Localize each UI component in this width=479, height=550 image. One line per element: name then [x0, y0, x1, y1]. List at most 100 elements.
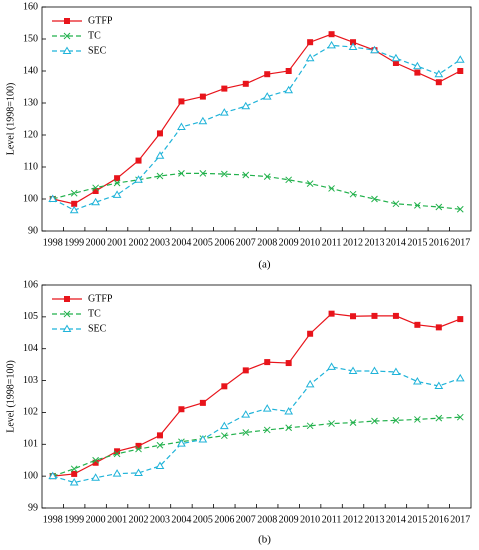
y-tick-label: 99	[28, 502, 38, 513]
data-point	[305, 53, 315, 62]
data-point	[327, 362, 336, 370]
data-point	[284, 85, 294, 94]
data-point	[135, 445, 142, 453]
data-point	[221, 85, 228, 92]
data-point	[134, 468, 143, 476]
data-point	[348, 42, 358, 50]
x-tick-label: 2012	[343, 237, 363, 248]
data-point	[264, 71, 271, 78]
data-point	[155, 151, 165, 159]
data-point	[221, 383, 228, 390]
data-point	[135, 442, 142, 449]
data-point	[242, 367, 249, 374]
series-line	[52, 44, 461, 211]
data-point	[92, 456, 99, 464]
data-point	[178, 98, 185, 105]
data-point	[220, 170, 228, 178]
data-point	[48, 471, 58, 480]
data-point	[69, 205, 79, 214]
x-tick-label: 2006	[214, 514, 234, 525]
data-point	[435, 79, 442, 86]
x-tick-label: 2004	[171, 514, 191, 525]
x-tick-label: 2013	[364, 237, 384, 248]
x-tick-label: 2004	[171, 237, 191, 248]
x-tick-label: 1998	[43, 237, 63, 248]
data-point	[348, 366, 358, 375]
data-point	[305, 379, 315, 388]
x-tick-label: 2010	[300, 514, 320, 525]
data-point	[414, 416, 421, 423]
data-point	[435, 203, 443, 211]
x-tick-label: 2017	[450, 237, 470, 248]
y-tick-label: 104	[23, 343, 38, 354]
data-point	[91, 473, 100, 481]
legend-marker	[63, 310, 71, 318]
data-point	[241, 410, 251, 418]
y-tick-label: 130	[23, 97, 38, 108]
data-point	[70, 189, 78, 197]
data-point	[113, 450, 121, 458]
data-point	[263, 173, 271, 180]
legend-marker	[64, 18, 70, 24]
y-tick-label: 110	[23, 161, 38, 172]
data-point	[306, 180, 314, 187]
y-tick-label: 100	[23, 470, 38, 481]
data-point	[371, 417, 378, 425]
data-point	[219, 108, 229, 116]
data-point	[414, 321, 421, 328]
series-line	[52, 313, 461, 477]
data-point	[241, 101, 251, 110]
y-axis-label: Level (1998=100)	[5, 360, 16, 433]
y-tick-label: 103	[23, 375, 38, 386]
x-tick-label: 2009	[279, 237, 299, 248]
y-tick-label: 101	[23, 439, 38, 450]
data-point	[199, 170, 207, 177]
legend-marker	[64, 296, 70, 302]
y-tick-label: 106	[23, 279, 38, 290]
data-point	[413, 61, 422, 70]
data-point	[199, 93, 206, 100]
y-tick-label: 105	[23, 311, 38, 322]
data-point	[262, 92, 272, 100]
x-tick-label: 2013	[364, 514, 384, 525]
data-point	[457, 68, 464, 74]
x-tick-label: 1999	[64, 514, 84, 525]
data-point	[456, 205, 464, 213]
legend-label: SEC	[88, 45, 107, 56]
data-point	[71, 470, 78, 477]
data-point	[392, 312, 399, 319]
data-point	[48, 194, 58, 202]
data-point	[91, 197, 100, 206]
x-tick-label: 2005	[193, 514, 213, 525]
data-point	[434, 381, 444, 389]
x-tick-label: 2003	[150, 514, 170, 525]
y-tick-label: 120	[23, 129, 38, 140]
x-tick-label: 2008	[257, 514, 277, 525]
data-point	[328, 310, 335, 317]
data-point	[70, 465, 78, 473]
data-point	[328, 31, 335, 38]
data-point	[178, 170, 185, 177]
data-point	[457, 316, 464, 323]
data-point	[112, 469, 122, 477]
series-line	[52, 172, 461, 210]
legend-label: SEC	[88, 323, 107, 334]
x-tick-label: 2001	[107, 237, 127, 248]
x-tick-label: 2015	[407, 514, 427, 525]
data-point	[392, 417, 400, 424]
x-tick-label: 2016	[429, 237, 449, 248]
data-point	[155, 461, 165, 469]
data-point	[198, 435, 208, 443]
data-point	[349, 190, 357, 198]
data-point	[177, 439, 186, 447]
data-point	[391, 53, 401, 62]
data-point	[328, 420, 335, 427]
x-tick-label: 2002	[129, 237, 149, 248]
y-tick-label: 140	[23, 65, 38, 76]
x-tick-label: 2000	[86, 514, 106, 525]
data-point	[392, 60, 399, 66]
data-point	[242, 80, 249, 87]
x-tick-label: 2011	[322, 237, 342, 248]
data-point	[242, 429, 250, 436]
data-point	[456, 413, 464, 421]
